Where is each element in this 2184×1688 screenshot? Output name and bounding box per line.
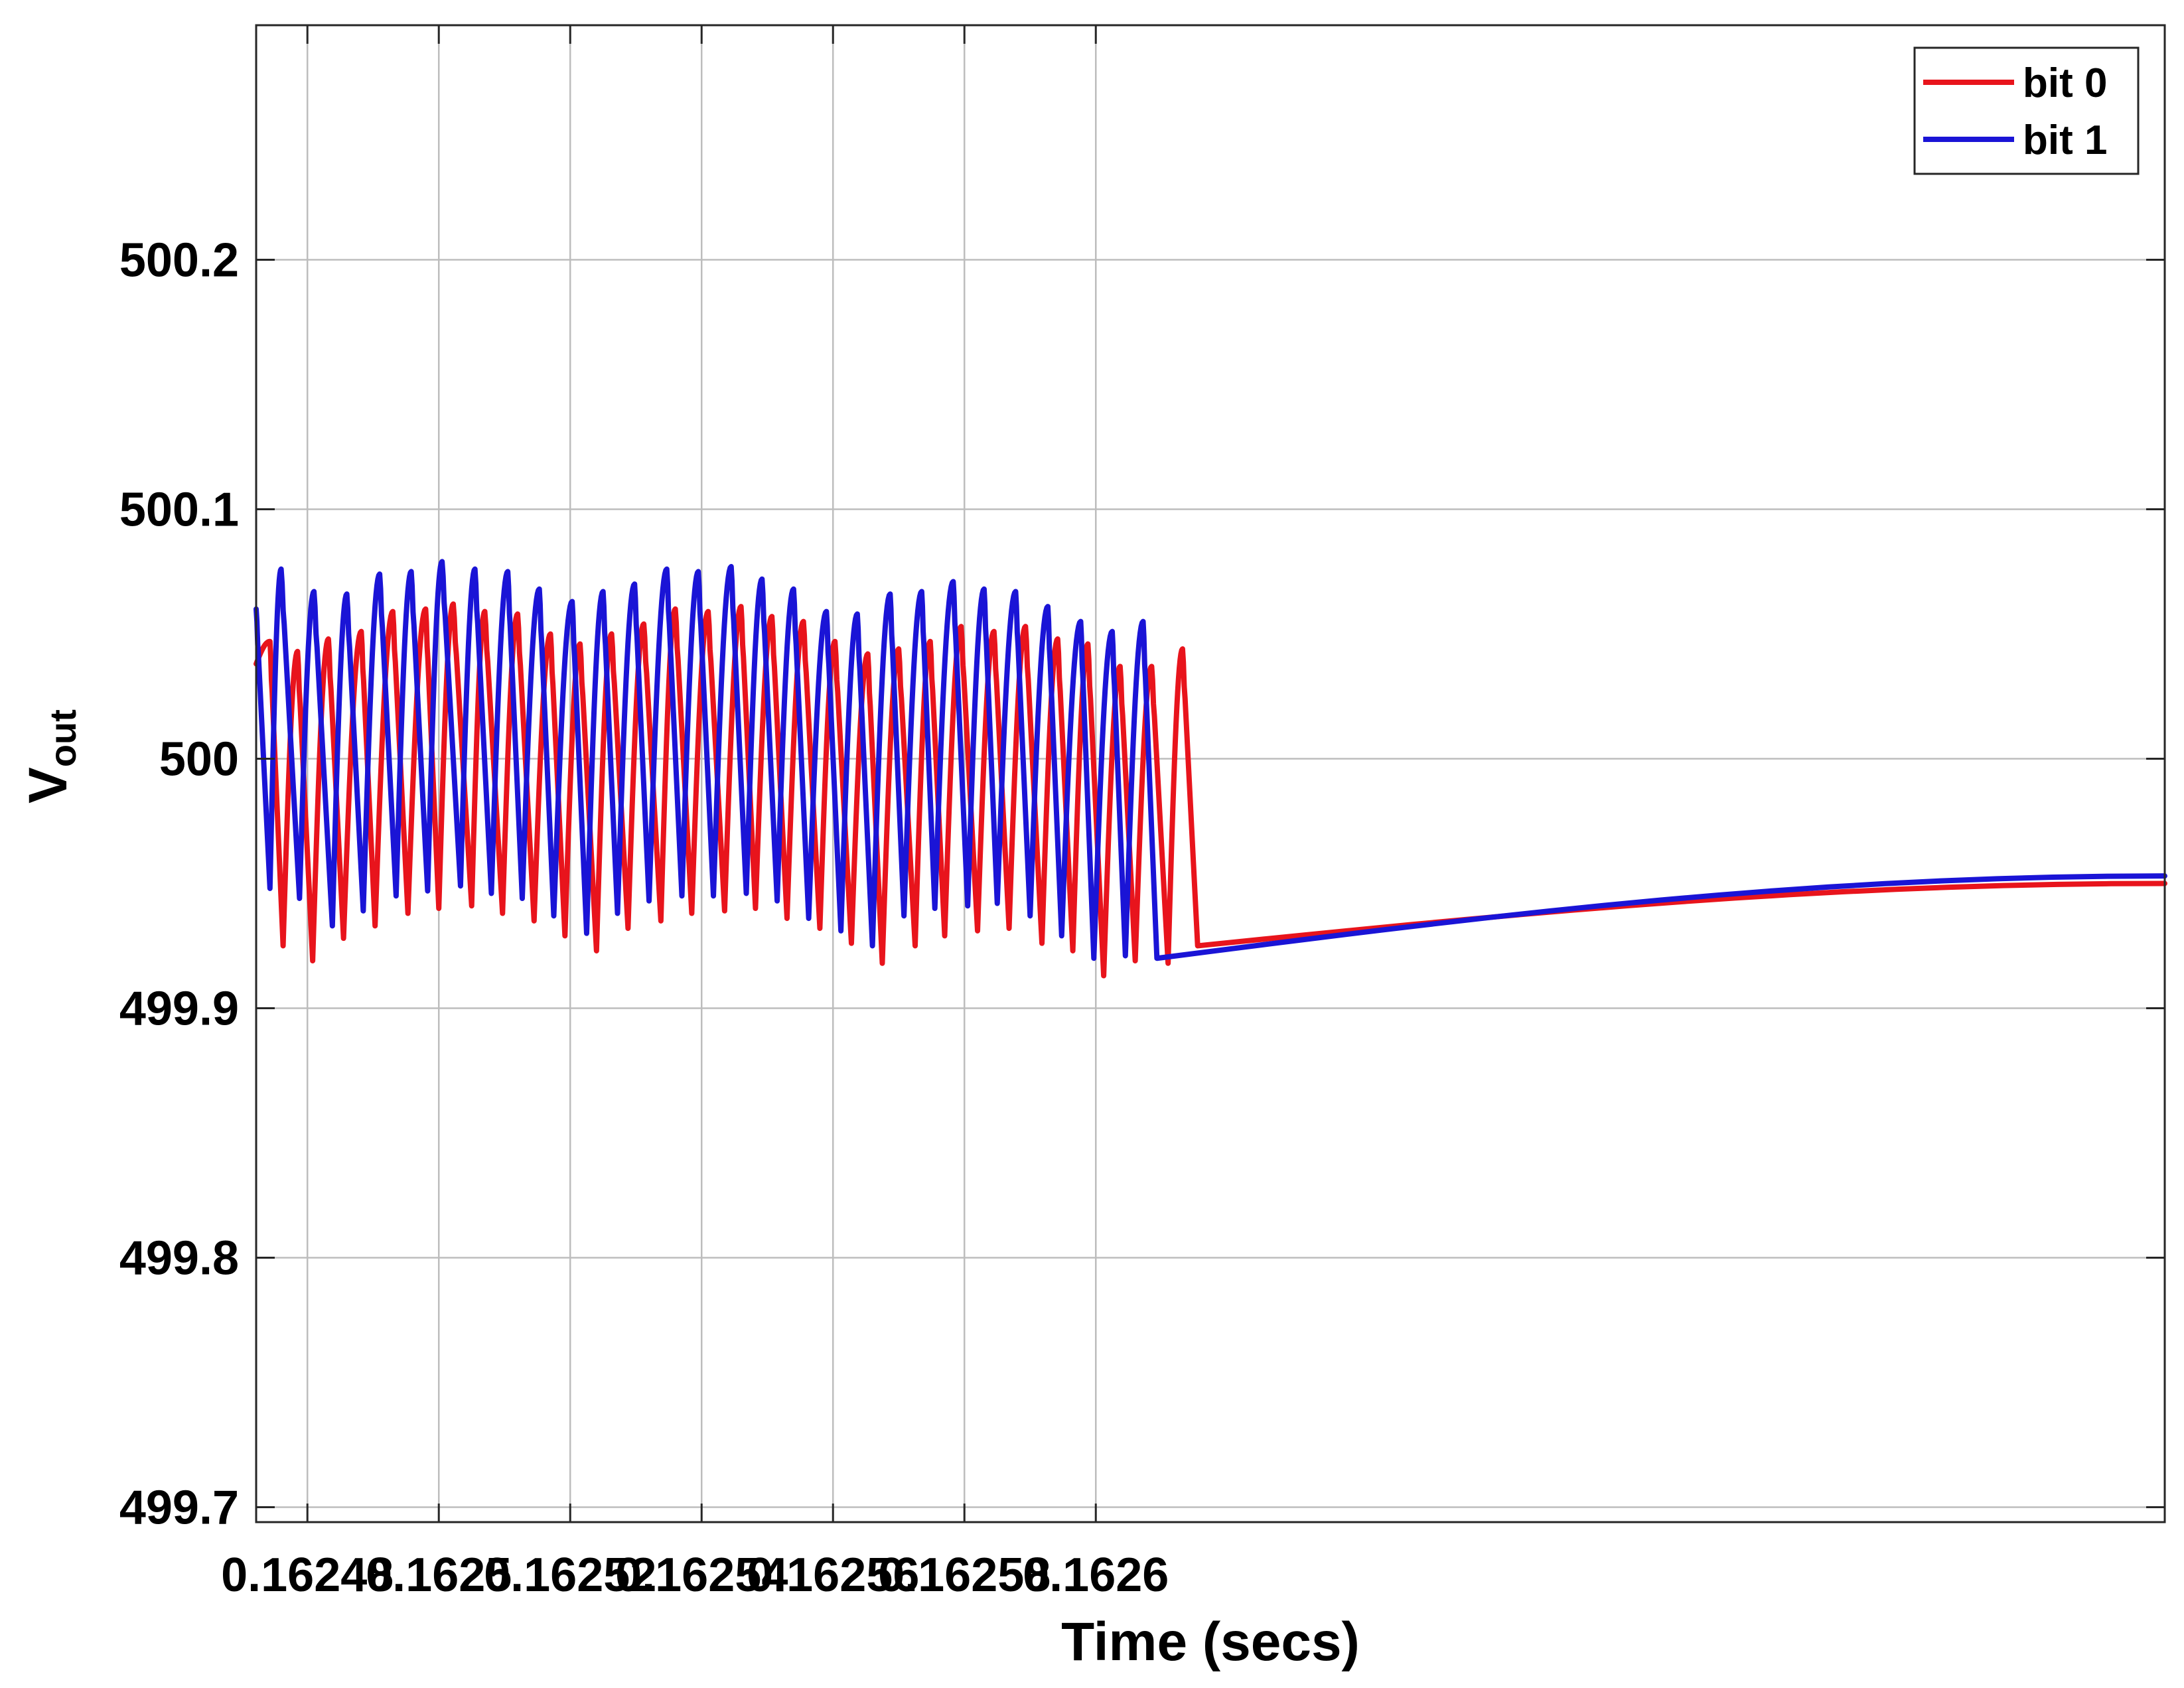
x-tick-label: 0.1625 xyxy=(366,1549,512,1602)
y-tick-label: 499.7 xyxy=(119,1481,239,1534)
x-tick-label: 0.16256 xyxy=(747,1549,919,1602)
y-tick-labels: 499.7 499.8 499.9 500 500.1 500.2 xyxy=(119,234,239,1534)
y-tick-label: 500.1 xyxy=(119,483,239,536)
y-axis-label-main: V xyxy=(18,767,78,804)
series-line-bit-0 xyxy=(254,601,2167,979)
y-tick-label: 499.8 xyxy=(119,1231,239,1285)
legend-box xyxy=(1913,46,2140,175)
x-tick-labels: 0.162480.16250.162520.162540.162560.1625… xyxy=(221,1549,1169,1602)
x-axis-label: Time (secs) xyxy=(1061,1612,1360,1672)
y-axis-label: Vout xyxy=(18,709,84,804)
y-axis-label-subscript: out xyxy=(42,709,84,767)
legend-label-bit-0: bit 0 xyxy=(2023,60,2107,106)
legend: bit 0 bit 1 xyxy=(1913,46,2140,175)
y-tick-label: 499.9 xyxy=(119,982,239,1035)
x-tick-label: 0.16254 xyxy=(615,1549,788,1602)
y-tick-label: 500 xyxy=(159,733,239,786)
legend-label-bit-1: bit 1 xyxy=(2023,117,2107,163)
x-tick-label: 0.1626 xyxy=(1023,1549,1169,1602)
tick-marks xyxy=(256,25,2165,1522)
series-lines xyxy=(254,559,2167,979)
x-tick-label: 0.16252 xyxy=(484,1549,656,1602)
x-tick-label: 0.16258 xyxy=(878,1549,1051,1602)
axes-frame xyxy=(255,24,2166,1523)
series-line-bit-1 xyxy=(254,559,2167,961)
plot-area xyxy=(256,25,2165,1522)
x-tick-label: 0.16248 xyxy=(221,1549,394,1602)
y-tick-label: 500.2 xyxy=(119,234,239,287)
